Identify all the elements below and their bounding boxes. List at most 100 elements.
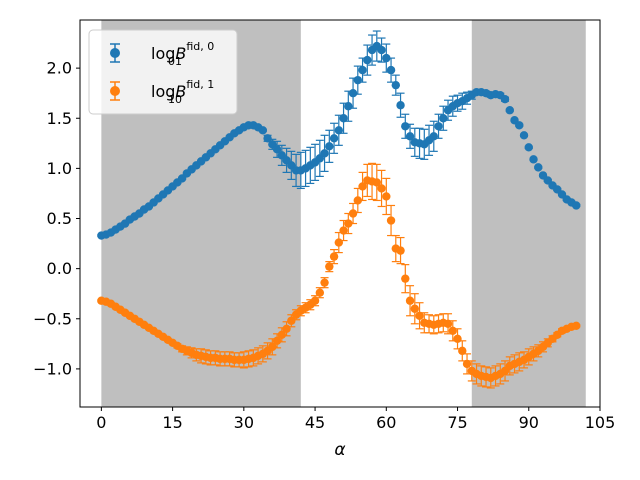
series-0 xyxy=(97,30,581,240)
x-tick-label: 15 xyxy=(162,413,182,432)
data-marker xyxy=(377,45,386,55)
data-marker xyxy=(519,131,529,140)
data-point xyxy=(424,124,434,156)
data-marker xyxy=(353,196,363,205)
data-marker xyxy=(358,65,367,75)
legend: logBfid, 0 01 logBfid, 1 10 xyxy=(88,29,238,115)
data-marker xyxy=(410,304,419,313)
plot-frame xyxy=(79,19,601,408)
data-marker xyxy=(415,311,424,320)
data-marker xyxy=(282,324,291,333)
data-point xyxy=(434,113,443,139)
data-marker xyxy=(443,319,453,328)
data-marker xyxy=(458,346,467,356)
data-point xyxy=(334,114,344,146)
data-marker xyxy=(524,143,533,152)
data-point xyxy=(363,44,372,76)
data-point xyxy=(377,169,386,208)
data-marker xyxy=(396,246,405,255)
legend-box xyxy=(88,29,238,115)
x-tick-label: 30 xyxy=(234,413,254,432)
data-marker xyxy=(339,226,348,235)
data-marker xyxy=(329,134,339,143)
y-tick-label: 0.5 xyxy=(47,209,72,228)
data-marker xyxy=(272,145,282,154)
data-point xyxy=(519,131,529,140)
data-marker xyxy=(382,53,391,63)
data-point xyxy=(500,95,510,104)
x-tick-label: 90 xyxy=(519,413,539,432)
y-tick-label: −0.5 xyxy=(33,309,72,328)
data-marker xyxy=(401,122,410,131)
data-point xyxy=(358,57,367,83)
data-marker xyxy=(405,132,415,141)
data-point xyxy=(572,201,581,210)
data-point xyxy=(320,277,329,289)
data-marker xyxy=(391,80,400,90)
data-marker xyxy=(268,342,277,352)
data-marker xyxy=(505,106,514,115)
legend-entry-orange: logBfid, 1 10 xyxy=(110,78,214,106)
data-point xyxy=(572,321,581,330)
data-point xyxy=(510,354,519,374)
data-point xyxy=(382,177,391,216)
data-point xyxy=(524,143,533,152)
data-point xyxy=(557,190,567,199)
data-marker xyxy=(500,95,510,104)
data-marker xyxy=(348,88,358,98)
series-layer xyxy=(97,30,581,389)
x-tick-label: 105 xyxy=(585,413,616,432)
data-marker xyxy=(363,55,372,65)
data-marker xyxy=(572,201,581,210)
data-marker xyxy=(287,316,296,325)
data-point xyxy=(443,313,453,335)
data-marker xyxy=(529,155,538,164)
data-marker xyxy=(572,321,581,330)
data-marker xyxy=(358,182,367,191)
legend-label-blue: logBfid, 0 01 xyxy=(151,40,214,68)
x-axis-label: α xyxy=(334,440,345,460)
data-marker xyxy=(263,134,272,143)
data-marker xyxy=(372,178,382,187)
data-point xyxy=(396,236,405,265)
data-point xyxy=(268,338,277,356)
data-marker xyxy=(401,274,410,283)
data-marker xyxy=(339,114,348,123)
data-marker xyxy=(348,209,358,218)
data-marker xyxy=(334,238,344,247)
data-point xyxy=(505,106,514,115)
data-point xyxy=(386,57,396,83)
data-marker xyxy=(325,262,334,271)
data-point xyxy=(277,327,287,343)
data-point xyxy=(287,314,296,328)
data-point xyxy=(534,163,543,172)
x-tick-label: 45 xyxy=(305,413,325,432)
data-marker xyxy=(334,126,344,135)
y-tick-label: 2.0 xyxy=(47,59,72,78)
data-point xyxy=(348,202,358,225)
data-marker xyxy=(439,114,448,123)
data-marker xyxy=(448,326,457,336)
y-tick-label: 0.0 xyxy=(47,259,72,278)
data-point xyxy=(458,340,467,362)
data-marker xyxy=(377,184,386,193)
data-point xyxy=(320,134,329,172)
data-point xyxy=(372,163,382,202)
legend-marker-orange xyxy=(110,81,120,101)
data-point xyxy=(339,102,348,134)
data-marker xyxy=(320,278,329,287)
y-tick-label: −1.0 xyxy=(33,359,72,378)
x-tick-label: 0 xyxy=(96,413,106,432)
data-point xyxy=(515,121,524,130)
data-marker xyxy=(353,75,363,85)
data-marker xyxy=(325,142,334,151)
series-1 xyxy=(97,162,581,389)
legend-entry-blue: logBfid, 0 01 xyxy=(110,40,214,68)
data-point xyxy=(287,150,296,181)
data-marker xyxy=(515,121,524,130)
x-tick-label: 60 xyxy=(376,413,396,432)
data-point xyxy=(405,123,415,149)
data-point xyxy=(258,126,268,135)
data-marker xyxy=(382,192,391,201)
